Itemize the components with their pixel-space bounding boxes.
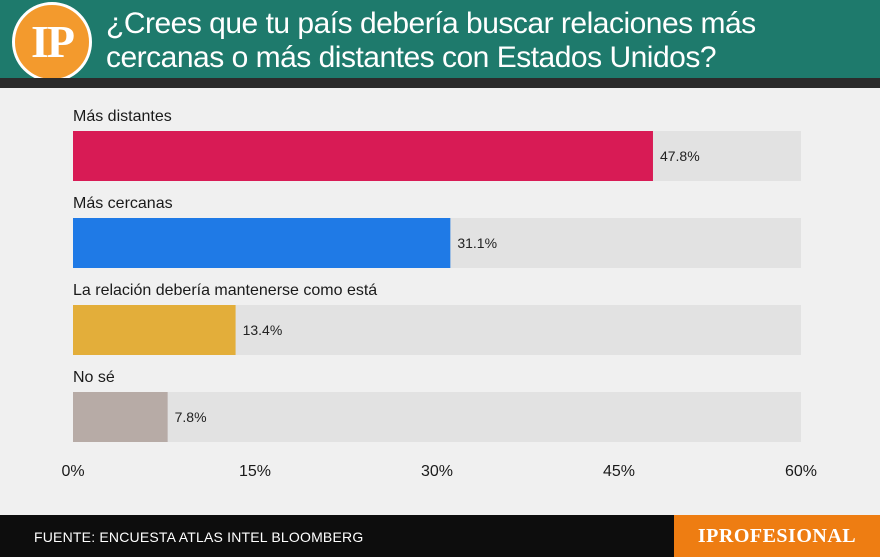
logo: IP <box>12 2 92 82</box>
x-tick-label: 0% <box>61 463 84 480</box>
x-tick-label: 15% <box>239 463 271 480</box>
x-tick-label: 45% <box>603 463 635 480</box>
bar-chart: Más distantes 47.8% Más cercanas 31.1% La re… <box>61 108 817 480</box>
source-text: FUENTE: ENCUESTA ATLAS INTEL BLOOMBERG <box>34 529 364 545</box>
data-label: 47.8% <box>660 148 700 164</box>
category-label: Más distantes <box>73 108 172 125</box>
brand-badge: IPROFESIONAL <box>674 515 880 557</box>
bar <box>73 305 236 355</box>
header-banner: IP ¿Crees que tu país debería buscar rel… <box>0 0 880 88</box>
footer: FUENTE: ENCUESTA ATLAS INTEL BLOOMBERG I… <box>0 515 880 557</box>
header-divider <box>0 78 880 88</box>
x-tick-label: 30% <box>421 463 453 480</box>
bar-track <box>73 392 801 442</box>
data-label: 31.1% <box>457 235 497 251</box>
bar <box>73 131 653 181</box>
data-label: 7.8% <box>175 409 207 425</box>
bar <box>73 218 451 268</box>
bar <box>73 392 168 442</box>
data-label: 13.4% <box>243 322 283 338</box>
x-tick-label: 60% <box>785 463 817 480</box>
category-label: No sé <box>73 369 115 386</box>
category-label: La relación debería mantenerse como está <box>73 282 377 299</box>
chart-title: ¿Crees que tu país debería buscar relaci… <box>106 7 756 74</box>
brand-logo: IPROFESIONAL <box>697 524 857 547</box>
logo-text: IP <box>31 16 75 67</box>
category-label: Más cercanas <box>73 195 173 212</box>
